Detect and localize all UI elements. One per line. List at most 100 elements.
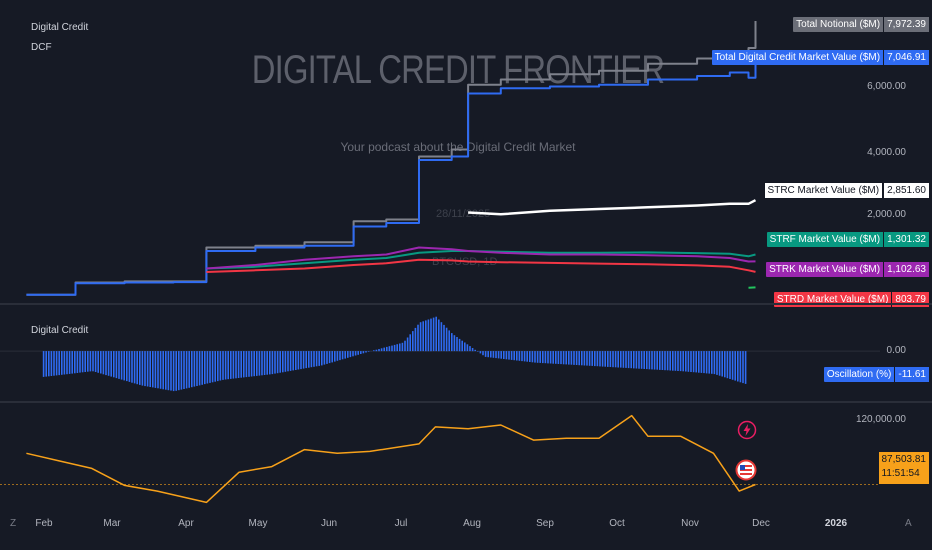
osc-bar — [679, 351, 682, 372]
osc-bar — [185, 351, 188, 389]
osc-bar — [700, 351, 703, 373]
tag-total-notional-label: Total Notional ($M) — [793, 17, 884, 32]
legend-title[interactable]: Digital Credit — [31, 22, 89, 33]
oscillator-axis-zero: 0.00 — [886, 345, 906, 356]
osc-bar — [664, 351, 666, 371]
legend-short[interactable]: DCF — [31, 42, 52, 53]
osc-bar — [739, 351, 742, 383]
osc-bar — [284, 351, 287, 372]
osc-bar — [326, 351, 328, 364]
osc-bar — [526, 351, 528, 362]
osc-bar — [53, 351, 55, 376]
osc-bar — [448, 330, 450, 352]
osc-bar — [100, 351, 102, 374]
osc-bar — [45, 351, 47, 377]
time-axis[interactable]: Z A Feb Mar Apr May Jun Jul Aug Sep Oct … — [0, 512, 932, 550]
series-line-2 — [468, 199, 757, 216]
osc-bar — [68, 351, 71, 374]
btc-pane[interactable]: 120,000.00 87,503.81 11:51:54 — [0, 404, 932, 512]
osc-bar — [352, 351, 354, 357]
osc-bar — [425, 320, 427, 352]
osc-bar — [484, 351, 487, 357]
osc-bar — [731, 351, 734, 380]
osc-bar — [396, 344, 398, 352]
osc-bar — [557, 351, 560, 364]
zoom-icon[interactable]: Z — [10, 518, 17, 529]
osc-bar — [646, 351, 648, 370]
osc-bar — [477, 351, 479, 352]
btc-chart-svg[interactable] — [0, 404, 932, 512]
osc-bar — [672, 351, 674, 371]
osc-bar — [435, 316, 437, 352]
axis-label-6000: 6,000.00 — [867, 81, 906, 92]
osc-bar — [63, 351, 66, 375]
oscillator-legend-title[interactable]: Digital Credit — [31, 325, 89, 336]
osc-bar — [575, 351, 578, 365]
osc-bar — [464, 342, 466, 352]
osc-bar — [487, 351, 489, 358]
auto-scale-icon[interactable]: A — [905, 518, 912, 529]
osc-bar — [601, 351, 604, 367]
osc-bar — [167, 351, 170, 391]
series-line-4 — [206, 246, 756, 270]
osc-bar — [266, 351, 268, 375]
osc-bar — [669, 351, 671, 371]
pane-separator-2[interactable] — [0, 401, 932, 403]
main-chart-svg[interactable] — [0, 0, 932, 303]
osc-bar — [172, 351, 175, 392]
osc-bar — [617, 351, 619, 368]
osc-bar — [58, 351, 60, 376]
osc-bar — [66, 351, 68, 375]
osc-bar — [536, 351, 539, 363]
osc-bar — [718, 351, 721, 376]
osc-bar — [297, 351, 300, 370]
osc-bar — [458, 338, 461, 352]
tag-total-notional: Total Notional ($M) 7,972.39 — [793, 17, 929, 32]
osc-bar — [622, 351, 625, 368]
osc-bar — [534, 351, 536, 363]
osc-bar — [614, 351, 617, 368]
osc-bar — [466, 344, 469, 352]
osc-bar — [500, 351, 502, 359]
oscillator-chart-svg[interactable] — [0, 305, 932, 401]
osc-bar — [157, 351, 159, 389]
osc-bar — [643, 351, 645, 369]
osc-bar — [87, 351, 89, 372]
tag-oscillation-label: Oscillation (%) — [823, 367, 895, 382]
osc-bar — [222, 351, 224, 380]
tag-strk: STRK Market Value ($M) 1,102.63 — [766, 262, 929, 277]
osc-bar — [159, 351, 162, 389]
osc-bar — [105, 351, 107, 376]
oscillator-pane[interactable]: Digital Credit 0.00 Oscillation (%) -11.6… — [0, 305, 932, 401]
osc-bar — [362, 351, 365, 354]
us-flag-icon[interactable] — [735, 459, 757, 481]
osc-bar — [633, 351, 635, 369]
main-pane[interactable]: DIGITAL CREDIT FRONTIER Your podcast abo… — [0, 0, 932, 307]
osc-bar — [417, 324, 419, 352]
osc-bar — [279, 351, 281, 373]
lightning-icon[interactable] — [737, 420, 757, 440]
osc-bar — [482, 351, 484, 356]
osc-bar — [583, 351, 586, 366]
osc-bar — [149, 351, 151, 387]
osc-bar — [547, 351, 549, 364]
osc-bar — [687, 351, 690, 372]
osc-bar — [240, 351, 242, 378]
osc-bar — [648, 351, 651, 370]
osc-bar — [492, 351, 495, 358]
osc-bar — [401, 342, 404, 352]
osc-bar — [328, 351, 331, 364]
pane-separator[interactable] — [0, 303, 932, 305]
osc-bar — [705, 351, 708, 374]
osc-bar — [276, 351, 279, 374]
osc-bar — [354, 351, 357, 356]
osc-bar — [144, 351, 146, 387]
x-label-nov: Nov — [681, 518, 699, 529]
osc-bar — [586, 351, 588, 366]
osc-bar — [375, 349, 378, 352]
tag-strf: STRF Market Value ($M) 1,301.32 — [766, 232, 929, 247]
osc-bar — [690, 351, 692, 372]
osc-bar — [578, 351, 580, 366]
tag-strf-value: 1,301.32 — [884, 232, 929, 247]
osc-bar — [531, 351, 534, 363]
